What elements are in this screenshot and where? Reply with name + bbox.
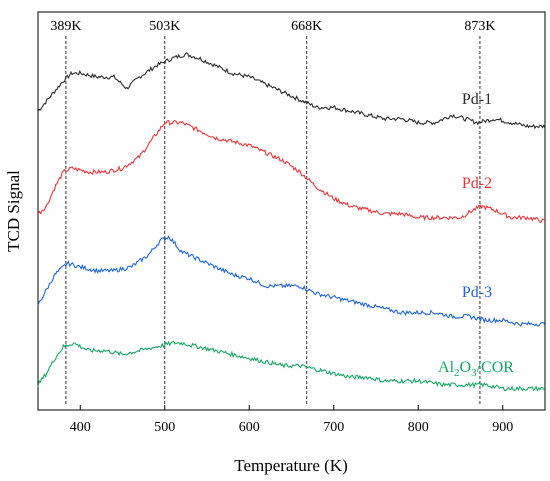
reference-lines: 389K 503K 668K 873K [50, 19, 495, 404]
reference-line-label: 389K [50, 19, 81, 34]
series-label: Al2O3/COR [438, 359, 514, 379]
series-group [37, 52, 546, 392]
reference-line-label: 873K [464, 19, 495, 34]
x-axis-label: Temperature (K) [234, 456, 348, 475]
series-line [37, 340, 546, 392]
series-label: Pd-1 [462, 91, 492, 108]
series-labels: Pd-1 Pd-2 Pd-3 Al2O3/COR [438, 91, 514, 379]
plot-area [37, 11, 546, 411]
reference-line-label: 668K [291, 19, 322, 34]
x-axis-ticks: 400 500 600 700 800 900 [70, 405, 513, 435]
series-line [37, 52, 546, 130]
series-line [37, 235, 546, 327]
x-tick-label: 700 [323, 420, 344, 435]
x-tick-label: 600 [239, 420, 260, 435]
y-axis-label: TCD Signal [4, 170, 23, 252]
x-tick-label: 800 [408, 420, 429, 435]
x-tick-label: 400 [70, 420, 91, 435]
x-tick-label: 900 [492, 420, 513, 435]
plot-frame [37, 11, 546, 411]
series-label: Pd-2 [462, 175, 492, 192]
series-line [37, 119, 546, 223]
reference-line-label: 503K [149, 19, 180, 34]
x-tick-label: 500 [154, 420, 175, 435]
series-label: Pd-3 [462, 284, 492, 301]
